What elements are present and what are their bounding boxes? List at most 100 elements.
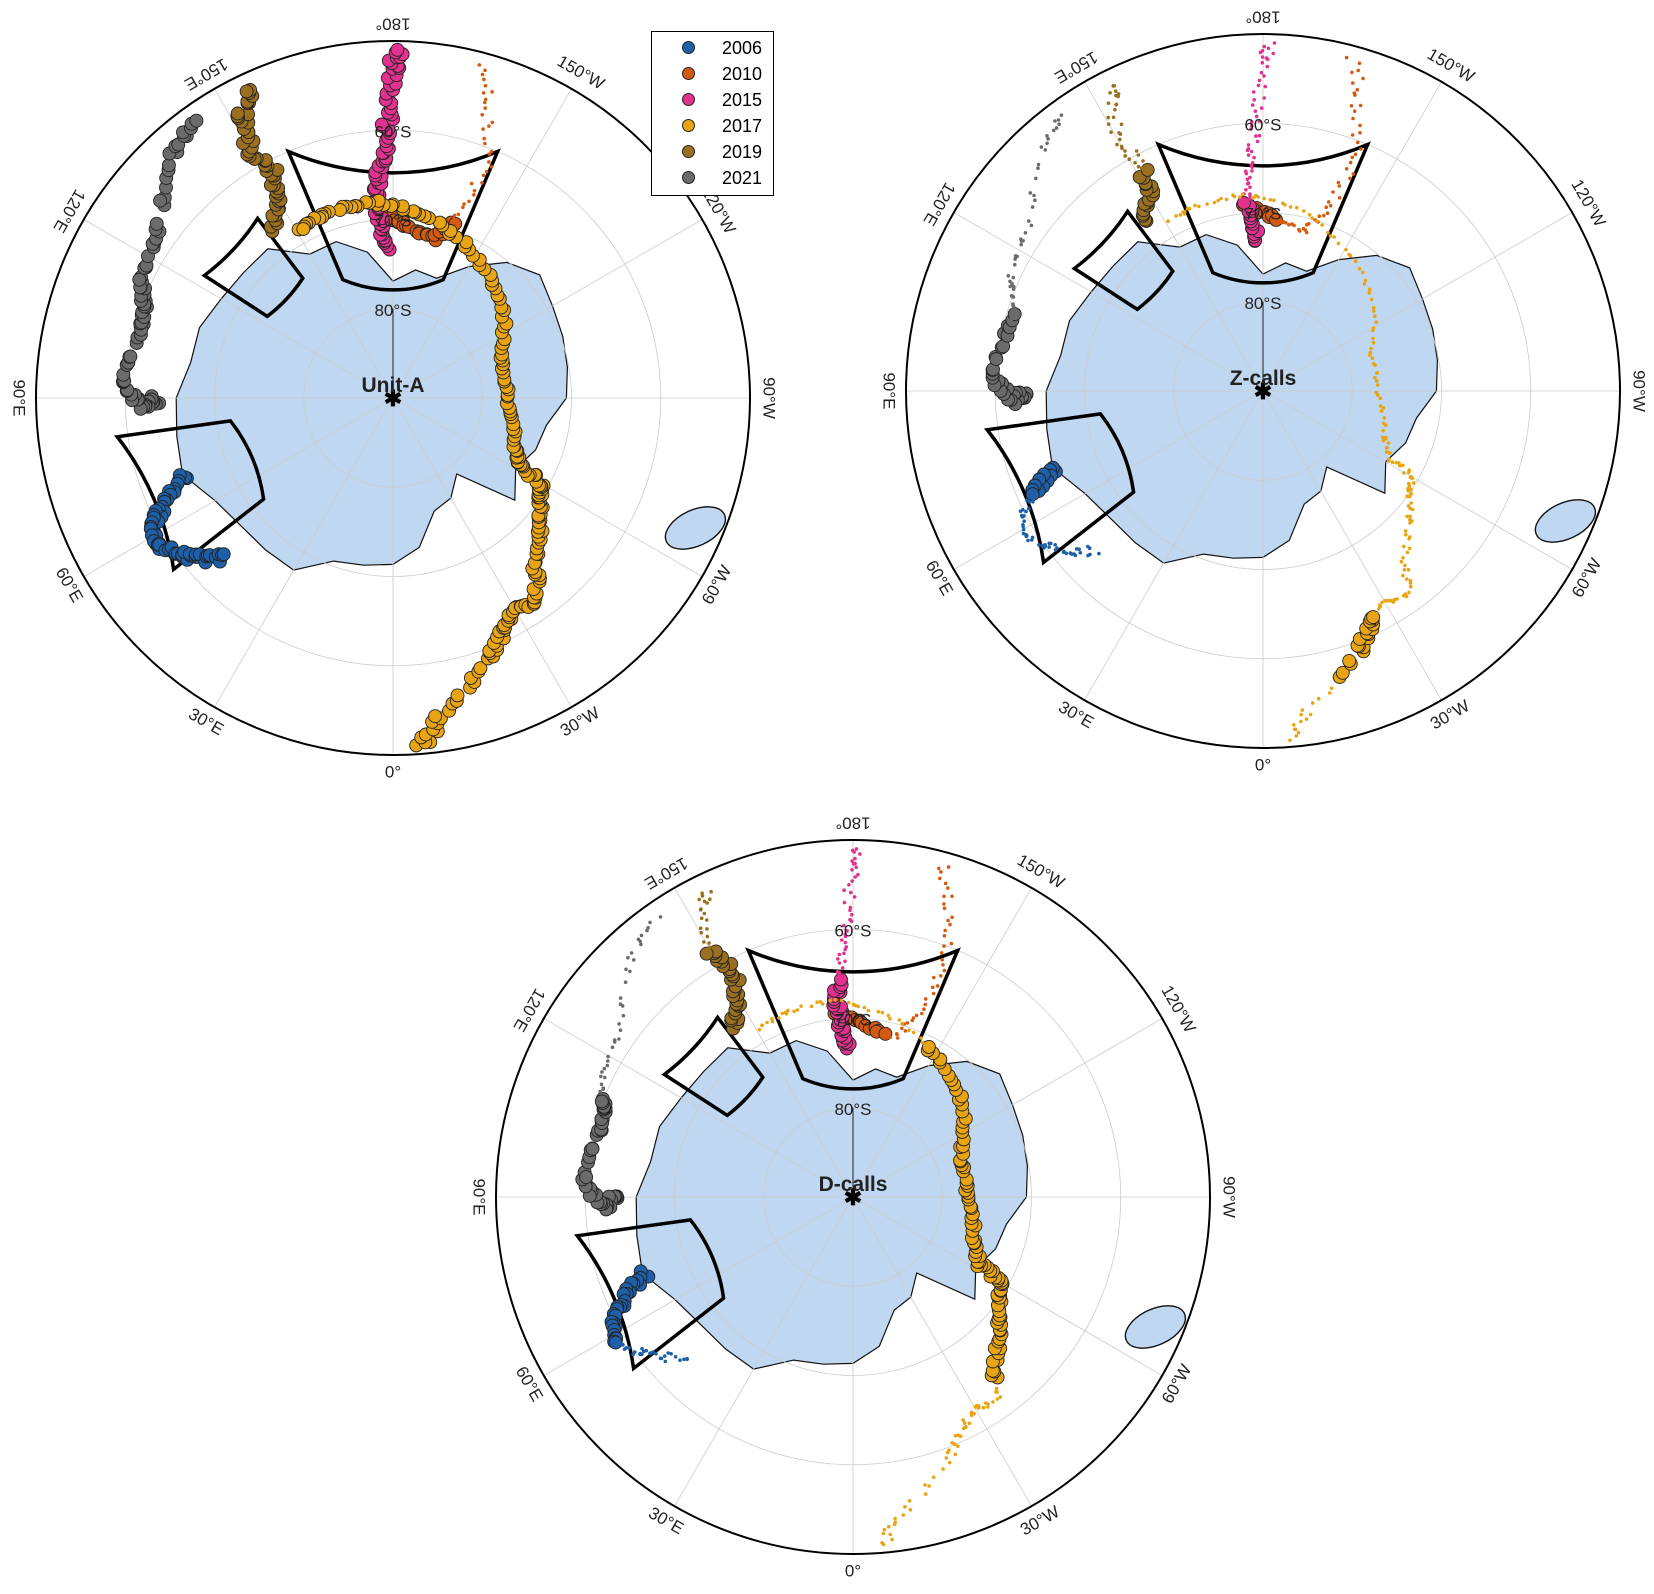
track-point-2021 — [585, 1141, 600, 1156]
track-point-2006 — [1064, 551, 1069, 556]
track-point-2015 — [850, 912, 854, 917]
track-point-2010 — [489, 165, 494, 169]
track-point-2021 — [623, 980, 628, 984]
track-point-2015 — [852, 895, 857, 899]
longitude-label: 30°W — [1017, 1502, 1063, 1539]
south-pole-marker: ✱ — [844, 1185, 862, 1210]
longitude-label: 90°E — [10, 379, 29, 416]
track-point-2017 — [473, 661, 488, 676]
track-point-2017 — [961, 1418, 965, 1422]
track-point-2017 — [1240, 192, 1245, 196]
track-point-2019 — [707, 941, 711, 945]
longitude-label: 90°W — [1629, 370, 1648, 412]
track-point-2021 — [1013, 254, 1018, 258]
track-point-2019 — [1106, 122, 1111, 126]
track-point-2017 — [908, 1508, 913, 1512]
track-point-2006 — [644, 1348, 649, 1353]
legend-label: 2010 — [722, 64, 763, 84]
track-point-2017 — [1397, 461, 1401, 465]
track-point-2015 — [848, 905, 853, 910]
track-point-2017 — [1402, 568, 1407, 572]
track-point-2017 — [1371, 362, 1376, 366]
south-america-landmass — [664, 506, 727, 550]
track-point-2006 — [1088, 552, 1092, 557]
track-point-2021 — [161, 158, 176, 173]
track-point-2015 — [851, 862, 856, 866]
track-point-2015 — [845, 929, 849, 933]
longitude-label: 90°W — [759, 377, 778, 419]
track-point-2019 — [702, 911, 707, 916]
longitude-label: 30°E — [185, 704, 227, 739]
map-title: Unit-A — [362, 374, 425, 397]
track-point-2015 — [1236, 195, 1251, 210]
track-point-2017 — [1404, 594, 1409, 599]
track-point-2010 — [942, 934, 947, 938]
track-point-2010 — [1358, 103, 1363, 108]
track-point-2021 — [599, 1074, 603, 1079]
track-point-2019 — [697, 897, 701, 902]
track-point-2017 — [1409, 492, 1413, 496]
track-point-2015 — [842, 923, 846, 928]
track-point-2010 — [483, 97, 488, 102]
track-point-2017 — [1406, 568, 1411, 572]
track-point-2017 — [956, 1433, 961, 1438]
track-point-2010 — [1322, 213, 1326, 218]
track-point-2010 — [1348, 176, 1352, 181]
track-point-2017 — [777, 1016, 781, 1020]
track-point-2019 — [1111, 115, 1116, 120]
south-america-landmass — [1124, 1305, 1187, 1349]
track-point-2017 — [1395, 597, 1399, 601]
track-point-2010 — [490, 120, 495, 125]
meridian-line — [1262, 212, 1573, 392]
track-point-2015 — [842, 888, 846, 892]
longitude-label: 180° — [1245, 8, 1280, 27]
track-point-2010 — [885, 1034, 889, 1038]
longitude-label: 120°E — [919, 179, 959, 229]
track-point-2010 — [943, 928, 947, 933]
track-point-2010 — [942, 944, 946, 948]
track-point-2010 — [480, 112, 485, 117]
track-point-2015 — [390, 42, 405, 57]
track-point-2017 — [1314, 219, 1319, 223]
track-point-2010 — [946, 886, 950, 890]
longitude-label: 90°E — [880, 372, 899, 409]
track-point-2015 — [1244, 169, 1248, 174]
track-point-2021 — [1045, 134, 1049, 138]
track-point-2017 — [760, 1023, 764, 1028]
track-point-2017 — [944, 1456, 949, 1460]
latitude-label: 60°S — [1244, 115, 1281, 134]
track-point-2017 — [1336, 241, 1341, 246]
track-point-2010 — [477, 63, 482, 67]
track-point-2010 — [1356, 68, 1360, 73]
legend-item-2017: 2017 — [652, 114, 773, 140]
track-point-2010 — [935, 984, 940, 988]
track-point-2015 — [1260, 49, 1265, 53]
track-point-2015 — [1250, 161, 1255, 165]
track-point-2010 — [483, 141, 487, 146]
track-point-2010 — [938, 876, 942, 881]
track-point-2015 — [1248, 185, 1252, 189]
track-point-2017 — [888, 1532, 892, 1537]
track-point-2021 — [1043, 148, 1048, 152]
track-point-2006 — [1026, 538, 1030, 543]
track-point-2017 — [1411, 481, 1416, 485]
track-point-2017 — [1375, 370, 1380, 375]
track-point-2021 — [1046, 137, 1050, 141]
track-point-2017 — [1374, 612, 1379, 616]
legend-label: 2015 — [722, 90, 763, 110]
track-point-2015 — [842, 951, 846, 956]
track-point-2017 — [1231, 193, 1235, 197]
track-point-2021 — [1008, 284, 1012, 289]
track-point-2017 — [1405, 550, 1410, 555]
track-point-2017 — [815, 1000, 819, 1004]
track-point-2017 — [1300, 708, 1305, 712]
track-point-2015 — [1248, 175, 1252, 180]
track-point-2017 — [1377, 607, 1381, 611]
track-point-2015 — [853, 856, 857, 861]
track-point-2010 — [888, 1035, 893, 1039]
track-point-2010 — [942, 894, 946, 899]
track-point-2019 — [1134, 149, 1139, 153]
track-point-2015 — [1255, 139, 1260, 144]
track-point-2017 — [1381, 406, 1386, 410]
track-point-2017 — [1329, 686, 1334, 691]
